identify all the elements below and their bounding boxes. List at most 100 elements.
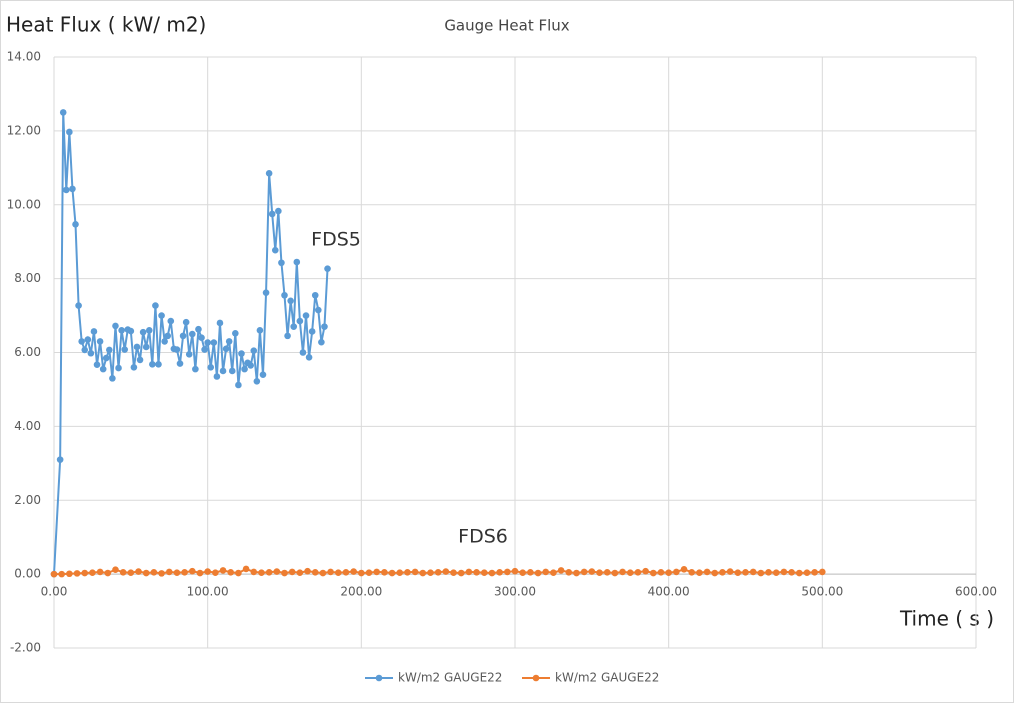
data-point	[288, 568, 296, 576]
x-tick-label: 500.00	[801, 585, 843, 599]
data-point	[396, 569, 404, 576]
data-point	[78, 338, 85, 345]
y-tick-label: 14.00	[7, 50, 41, 64]
data-point	[673, 568, 680, 576]
data-point	[719, 568, 726, 576]
data-point	[557, 567, 565, 574]
data-point	[281, 291, 288, 299]
data-point	[350, 568, 357, 575]
legend-marker	[375, 674, 383, 682]
y-tick-label: 2.00	[14, 493, 41, 507]
data-point	[133, 343, 141, 351]
data-point	[596, 569, 603, 576]
data-point	[87, 349, 95, 357]
data-point	[253, 378, 261, 385]
data-point	[287, 297, 294, 305]
data-point	[488, 569, 496, 577]
data-point	[198, 334, 205, 342]
data-point	[161, 338, 168, 345]
data-point	[181, 568, 188, 576]
data-point	[173, 569, 181, 576]
data-point	[273, 568, 281, 575]
data-point	[259, 371, 267, 378]
data-point	[167, 317, 175, 325]
data-point	[158, 570, 165, 577]
data-point	[219, 367, 227, 375]
data-point	[235, 569, 242, 577]
data-point	[381, 568, 388, 576]
data-point	[185, 351, 193, 358]
data-point	[176, 360, 184, 367]
data-point	[511, 567, 519, 575]
data-point	[207, 363, 215, 371]
data-point	[327, 568, 334, 576]
data-point	[542, 568, 550, 576]
data-point	[201, 346, 208, 353]
data-point	[66, 128, 73, 136]
data-point	[742, 568, 749, 576]
data-point	[265, 568, 273, 576]
legend-label: kW/m2 GAUGE22	[398, 671, 502, 685]
data-point	[373, 568, 381, 576]
data-point	[588, 568, 596, 575]
data-point	[634, 568, 642, 576]
data-point	[189, 567, 196, 575]
data-point	[665, 569, 672, 576]
data-point	[247, 362, 254, 369]
data-point	[96, 338, 104, 345]
data-point	[319, 569, 327, 577]
data-point	[619, 568, 626, 576]
data-point	[228, 367, 236, 375]
data-point	[136, 356, 144, 364]
data-point	[250, 347, 258, 354]
data-point	[242, 565, 250, 573]
data-point	[112, 322, 119, 330]
data-point	[271, 246, 279, 254]
data-point	[210, 339, 218, 346]
data-point	[519, 569, 526, 576]
data-point	[84, 336, 92, 343]
data-point	[465, 568, 473, 576]
data-point	[93, 361, 101, 368]
data-point	[442, 568, 450, 575]
data-point	[315, 306, 322, 314]
data-point	[299, 349, 307, 356]
data-point	[155, 361, 162, 368]
data-point	[573, 569, 580, 577]
data-point	[204, 339, 211, 346]
data-point	[72, 221, 79, 228]
data-point	[104, 569, 112, 577]
data-point	[250, 568, 258, 576]
data-point	[106, 346, 113, 354]
data-point	[149, 361, 156, 368]
data-point	[550, 569, 557, 576]
data-point	[278, 259, 285, 267]
data-point	[504, 568, 511, 576]
data-point	[311, 291, 319, 299]
data-point	[225, 338, 233, 345]
data-point	[565, 568, 573, 576]
data-point	[62, 186, 70, 194]
data-point	[127, 569, 135, 576]
data-point	[102, 354, 110, 362]
data-point	[296, 317, 304, 325]
x-tick-label: 400.00	[648, 585, 690, 599]
x-axis-title: Time ( s )	[899, 607, 994, 631]
data-point	[293, 258, 301, 266]
data-point	[788, 568, 795, 576]
data-point	[358, 569, 365, 577]
y-tick-label: 8.00	[14, 271, 41, 285]
data-point	[112, 566, 119, 573]
data-point	[258, 569, 265, 576]
data-point	[427, 569, 434, 576]
y-tick-label: 0.00	[14, 567, 41, 581]
x-tick-label: 100.00	[187, 585, 229, 599]
data-point	[115, 364, 122, 372]
data-point	[241, 365, 248, 373]
data-point	[265, 170, 273, 177]
data-point	[450, 569, 457, 576]
data-point	[411, 568, 419, 576]
data-point	[121, 346, 128, 353]
x-tick-label: 600.00	[955, 585, 997, 599]
